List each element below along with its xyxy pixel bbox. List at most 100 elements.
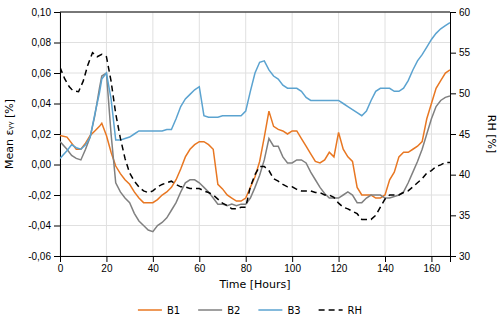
- y-axis: -0,06 -0,04 -0,02 0,00 0,02 0,04 0,06 0,08 0,10: [28, 7, 60, 262]
- tick-mark: [450, 93, 456, 94]
- legend-item: RH: [319, 305, 362, 316]
- legend-label: B2: [227, 305, 240, 316]
- tick-mark: [54, 256, 60, 257]
- tick: 0,04: [32, 98, 60, 109]
- tick-label: 45: [459, 129, 471, 140]
- tick-mark: [54, 12, 60, 13]
- tick-mark: [450, 134, 456, 135]
- series-line: [60, 53, 450, 220]
- tick: 0,06: [32, 68, 60, 79]
- tick-label: 20: [101, 263, 113, 274]
- tick-mark: [54, 195, 60, 196]
- y2-axis-title: RH [%]: [485, 115, 498, 153]
- tick-label: 140: [377, 263, 394, 274]
- tick: 60: [450, 7, 471, 18]
- grid-line: [60, 134, 450, 135]
- series-line: [60, 23, 450, 159]
- tick-label: 80: [241, 263, 253, 274]
- tick-mark: [450, 53, 456, 54]
- tick-mark: [450, 12, 456, 13]
- tick-label: 40: [148, 263, 160, 274]
- legend-swatch: [258, 309, 282, 311]
- tick-label: -0,04: [28, 220, 51, 231]
- tick-label: 55: [459, 47, 471, 58]
- plot-area: 0 20 40 60 80 100 120 140 160 -0,06 -0,04 -0,02 0,00…: [3, 7, 498, 291]
- tick: 35: [450, 210, 471, 221]
- tick-label: 35: [459, 210, 471, 221]
- axis-line: [61, 257, 451, 263]
- grid-line: [60, 103, 450, 104]
- legend: B1 B2 B3 RH: [138, 305, 362, 316]
- tick-label: -0,06: [28, 251, 51, 262]
- tick-label: 120: [331, 263, 348, 274]
- tick-mark: [54, 73, 60, 74]
- tick-label: 0,10: [32, 7, 52, 18]
- tick: 55: [450, 47, 471, 58]
- tick-mark: [431, 256, 432, 262]
- tick-label: 0: [58, 263, 64, 274]
- tick: 100: [284, 256, 301, 274]
- tick: 50: [450, 88, 471, 99]
- tick: 0,02: [32, 129, 60, 140]
- tick: 0: [58, 256, 64, 274]
- legend-item: B3: [258, 305, 300, 316]
- tick: 160: [424, 256, 441, 274]
- x-axis-title: Time [Hours]: [218, 278, 290, 291]
- tick: 45: [450, 129, 471, 140]
- tick: 0,08: [32, 37, 60, 48]
- tick-label: 0,02: [32, 129, 52, 140]
- tick: 80: [241, 256, 253, 274]
- legend-label: B1: [167, 305, 180, 316]
- legend-label: RH: [348, 305, 362, 316]
- tick-mark: [54, 104, 60, 105]
- tick-mark: [246, 256, 247, 262]
- x-axis: 020406080100120140160: [58, 256, 451, 274]
- legend-label: B3: [287, 305, 300, 316]
- legend-swatch: [138, 309, 162, 311]
- tick-mark: [450, 256, 456, 257]
- tick-mark: [450, 175, 456, 176]
- tick-mark: [54, 134, 60, 135]
- tick-mark: [292, 256, 293, 262]
- grid-line: [60, 12, 450, 13]
- lines: [60, 23, 450, 232]
- tick-label: 0,08: [32, 37, 52, 48]
- frame-line: [60, 12, 450, 13]
- tick-label: 100: [284, 263, 301, 274]
- tick-mark: [199, 256, 200, 262]
- tick-label: 30: [459, 251, 471, 262]
- tick: 120: [331, 256, 348, 274]
- tick-mark: [339, 256, 340, 262]
- tick: -0,02: [28, 190, 60, 201]
- tick-label: 0,06: [32, 68, 52, 79]
- tick-mark: [153, 256, 154, 262]
- tick-mark: [54, 226, 60, 227]
- tick-label: 0,04: [32, 98, 52, 109]
- tick: 0,00: [32, 159, 60, 170]
- legend-item: B1: [138, 305, 180, 316]
- y-axis-title: Mean εᵧᵧ [%]: [3, 99, 16, 169]
- grid-line: [60, 42, 450, 43]
- tick: 40: [450, 169, 471, 180]
- tick-label: 50: [459, 88, 471, 99]
- legend-item: B2: [198, 305, 240, 316]
- tick: 140: [377, 256, 394, 274]
- tick-label: 0,00: [32, 159, 52, 170]
- tick-label: 60: [459, 7, 471, 18]
- tick-mark: [54, 43, 60, 44]
- grid-line: [60, 164, 450, 165]
- tick-label: 40: [459, 169, 471, 180]
- tick: -0,06: [28, 251, 60, 262]
- legend-swatch: [198, 309, 222, 311]
- tick: 40: [148, 256, 160, 274]
- tick-label: 160: [424, 263, 441, 274]
- chart: 0 20 40 60 80 100 120 140 160 -0,06 -0,04 -0,02 0,00…: [0, 0, 500, 322]
- legend-swatch: [319, 309, 343, 311]
- grid: [60, 12, 450, 256]
- tick-mark: [54, 165, 60, 166]
- tick-mark: [106, 256, 107, 262]
- axis-line: [54, 13, 61, 257]
- grid-line: [60, 225, 450, 226]
- tick: 30: [450, 251, 471, 262]
- axis-line: [451, 13, 457, 257]
